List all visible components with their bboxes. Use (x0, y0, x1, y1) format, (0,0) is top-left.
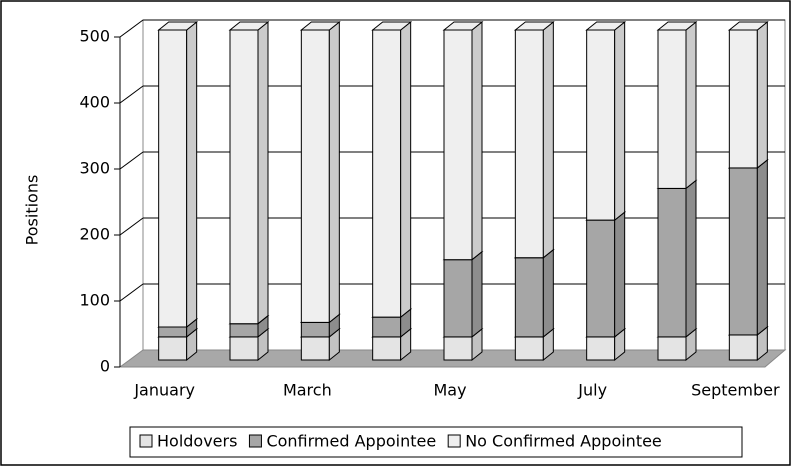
bar (586, 219, 616, 338)
x-tick-label: July (577, 381, 607, 400)
bar-side (542, 248, 554, 338)
bar-side (614, 20, 626, 222)
bar (657, 187, 687, 338)
legend-label: Confirmed Appointee (266, 432, 436, 451)
bar (158, 336, 188, 361)
bar-side (685, 20, 697, 190)
y-tick-label: 300 (79, 159, 110, 178)
grid-line (119, 19, 144, 38)
bar-side (471, 20, 483, 261)
grid-line (119, 217, 144, 236)
legend-label: No Confirmed Appointee (465, 432, 662, 451)
bar (728, 334, 758, 361)
bar-top (157, 21, 199, 31)
bar (229, 29, 259, 325)
grid-line (119, 283, 144, 302)
bar (514, 257, 544, 338)
bar-top (299, 21, 341, 31)
bar (300, 29, 330, 323)
x-tick-label: May (433, 381, 466, 400)
legend-label: Holdovers (157, 432, 237, 451)
bar (514, 29, 544, 259)
y-tick-label: 0 (100, 357, 110, 376)
x-tick-label: January (133, 381, 195, 400)
bar (158, 326, 188, 338)
y-tick-label: 400 (79, 93, 110, 112)
bar (229, 336, 259, 361)
bar (514, 336, 544, 361)
grid-line (119, 151, 144, 170)
bar (300, 321, 330, 338)
legend-box (129, 426, 743, 458)
bar (586, 29, 616, 221)
bar-side (542, 20, 554, 259)
bar (372, 316, 402, 338)
bar-top (585, 21, 627, 31)
bar (158, 29, 188, 328)
bar (586, 336, 616, 361)
legend-swatch (139, 434, 153, 448)
bar-side (400, 20, 412, 319)
bar-side (186, 20, 198, 329)
x-tick-label: September (691, 381, 780, 400)
bar-top (727, 21, 769, 31)
bar (372, 336, 402, 361)
bar-top (228, 21, 270, 31)
bar (657, 336, 687, 361)
y-tick-label: 200 (79, 225, 110, 244)
bar-side (756, 158, 768, 336)
legend-swatch (447, 434, 461, 448)
y-axis-label: Positions (23, 175, 42, 246)
bar (657, 29, 687, 189)
bar-top (513, 21, 555, 31)
bar-top (371, 21, 413, 31)
bar-side (614, 211, 626, 338)
bar-side (471, 250, 483, 338)
bar-top (442, 21, 484, 31)
bar-side (685, 179, 697, 338)
legend-swatch (248, 434, 262, 448)
bar (300, 336, 330, 361)
bar (728, 29, 758, 169)
bar (443, 29, 473, 261)
bar (229, 323, 259, 338)
y-tick-label: 100 (79, 291, 110, 310)
bar (372, 29, 402, 318)
bar (728, 167, 758, 336)
bar-top (656, 21, 698, 31)
bar (443, 336, 473, 361)
bar-side (257, 20, 269, 325)
y-tick-label: 500 (79, 27, 110, 46)
bar (443, 259, 473, 338)
bar-side (328, 20, 340, 324)
x-tick-label: March (283, 381, 332, 400)
grid-line (119, 85, 144, 104)
bar-side (756, 20, 768, 169)
